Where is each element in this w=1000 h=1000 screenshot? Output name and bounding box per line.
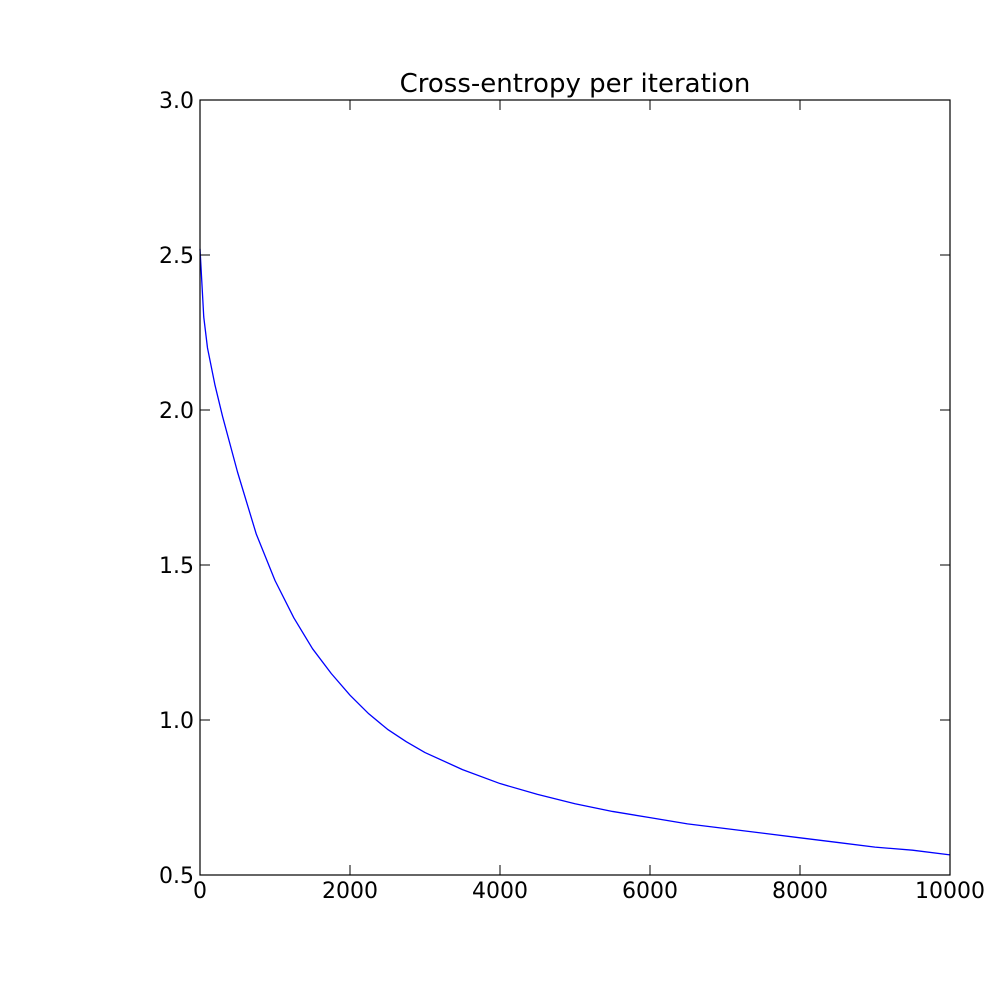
x-tick-label: 0: [193, 879, 207, 904]
y-tick-label: 1.5: [159, 554, 194, 579]
y-tick-label: 1.0: [159, 709, 194, 734]
y-tick-label: 2.5: [159, 244, 194, 269]
y-tick-label: 0.5: [159, 864, 194, 889]
chart-title: Cross-entropy per iteration: [400, 69, 751, 99]
series-line: [199, 248, 951, 856]
y-tick-label: 3.0: [159, 89, 194, 114]
y-tick-label: 2.0: [159, 399, 194, 424]
x-tick-label: 10000: [915, 879, 985, 904]
x-tick-label: 2000: [322, 879, 378, 904]
plot-area: 0 2000 4000 6000 8000 10000 0.5 1.0 1.5 2.0 2.5 3.0: [159, 89, 985, 904]
x-tick-label: 4000: [472, 879, 528, 904]
x-tick-label: 8000: [772, 879, 828, 904]
plot-frame: [199, 99, 951, 876]
x-tick-label: 6000: [622, 879, 678, 904]
